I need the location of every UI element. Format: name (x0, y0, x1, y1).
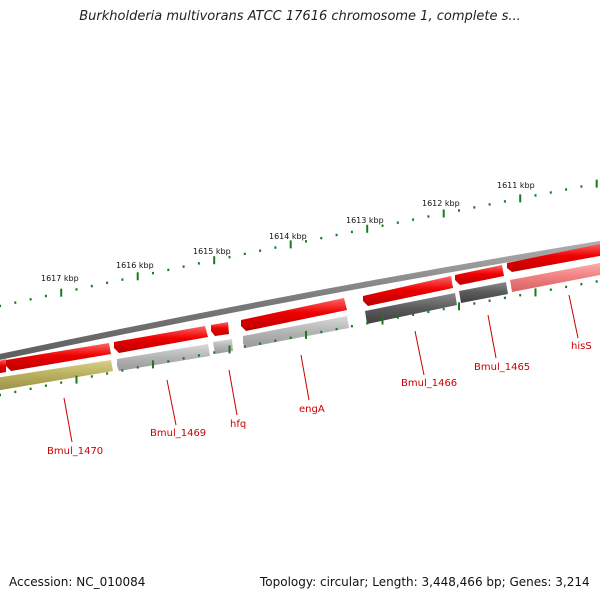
genome-backbone (0, 240, 600, 360)
leader-line-Bmul_1469 (166, 379, 177, 426)
kbp-label-1611: 1611 kbp (497, 181, 535, 190)
gene-Bmul_1470-reverse[interactable] (0, 360, 113, 391)
gene-hfq-forward[interactable] (211, 322, 229, 336)
gene-Bmul_1466-forward[interactable] (363, 276, 453, 306)
gene-Bmul_1465-forward[interactable] (455, 265, 504, 285)
gene-Bmul_1465-reverse[interactable] (459, 282, 508, 303)
gene-label-Bmul_1469[interactable]: Bmul_1469 (150, 428, 206, 439)
gene-hisS-forward[interactable] (507, 243, 600, 272)
gene-engA-forward[interactable] (241, 298, 347, 331)
leader-line-hfq (228, 369, 238, 416)
gene-label-engA[interactable]: engA (299, 404, 325, 415)
leader-line-engA (300, 354, 310, 401)
gene-engA-reverse[interactable] (243, 316, 349, 348)
gene-label-Bmul_1465[interactable]: Bmul_1465 (474, 362, 530, 373)
gene-Bmul_1466-reverse[interactable] (365, 293, 457, 324)
leader-line-Bmul_1465 (487, 314, 497, 359)
kbp-label-1613: 1613 kbp (346, 216, 384, 225)
gene-hisS-reverse[interactable] (510, 262, 600, 292)
gene-Bmul_1469-forward[interactable] (114, 326, 208, 353)
leader-line-Bmul_1466 (414, 330, 425, 376)
gene-label-Bmul_1466[interactable]: Bmul_1466 (401, 378, 457, 389)
gene-label-hisS[interactable]: hisS (571, 341, 592, 352)
gene-Bmul_1470-forward-2[interactable] (6, 343, 111, 371)
gene-label-hfq[interactable]: hfq (230, 419, 246, 430)
scale-ticks-bottom (0, 280, 598, 397)
kbp-label-1617: 1617 kbp (41, 274, 79, 283)
leader-line-hisS (568, 294, 579, 339)
genome-summary-text: Topology: circular; Length: 3,448,466 bp… (260, 575, 590, 589)
kbp-label-1612: 1612 kbp (422, 199, 460, 208)
kbp-label-1615: 1615 kbp (193, 247, 231, 256)
gene-Bmul_1470-forward[interactable] (0, 359, 6, 374)
accession-text: Accession: NC_010084 (9, 575, 146, 589)
leader-line-Bmul_1470 (63, 397, 73, 443)
kbp-label-1614: 1614 kbp (269, 232, 307, 241)
gene-label-Bmul_1470[interactable]: Bmul_1470 (47, 446, 103, 457)
map-title: Burkholderia multivorans ATCC 17616 chro… (79, 9, 521, 24)
kbp-label-1616: 1616 kbp (116, 261, 154, 270)
scale-ticks-top (0, 179, 598, 308)
gene-Bmul_1469-reverse[interactable] (117, 344, 210, 371)
gene-hfq-reverse[interactable] (213, 339, 233, 354)
